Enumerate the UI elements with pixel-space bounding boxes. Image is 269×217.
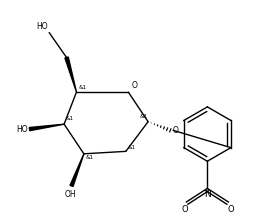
Polygon shape: [65, 57, 76, 92]
Polygon shape: [29, 124, 64, 131]
Text: O: O: [181, 205, 188, 214]
Text: O: O: [131, 81, 137, 90]
Text: O: O: [227, 205, 234, 214]
Text: HO: HO: [36, 22, 48, 31]
Text: &1: &1: [128, 145, 136, 150]
Text: O: O: [172, 126, 178, 135]
Text: &1: &1: [139, 114, 148, 119]
Text: OH: OH: [65, 190, 76, 199]
Text: N: N: [204, 190, 211, 199]
Polygon shape: [70, 154, 84, 186]
Text: &1: &1: [79, 85, 87, 90]
Text: &1: &1: [86, 155, 94, 160]
Text: &1: &1: [65, 116, 73, 121]
Text: HO: HO: [17, 125, 28, 134]
